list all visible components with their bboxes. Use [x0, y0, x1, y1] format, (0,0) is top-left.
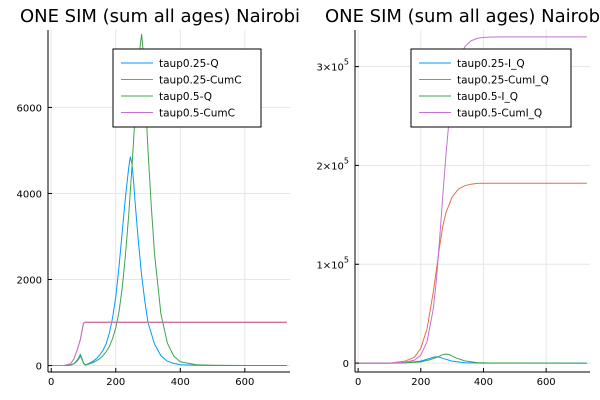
left-chart-legend: taup0.25-Q taup0.25-CumC taup0.5-Q taup0.5-… — [112, 48, 262, 128]
right-y-tick-label-exp-2: 5 — [344, 156, 349, 165]
right-y-tick-label-base-0: 0 — [343, 359, 349, 370]
right-y-tick-label-base-2: 2×10 — [316, 161, 343, 172]
left-y-tick-label-0: 0 — [36, 362, 42, 373]
left-x-tick-label-0: 0 — [48, 377, 54, 388]
left-y-tick-label-3: 6000 — [17, 103, 42, 114]
right-chart-axes — [354, 30, 590, 373]
right-y-tick-label-3: 3×105 — [316, 58, 349, 74]
right-y-tick-label-base-3: 3×10 — [316, 63, 343, 74]
right-series-line-2 — [358, 353, 587, 364]
left-chart-series-group — [51, 33, 287, 366]
left-legend-label-0: taup0.25-Q — [159, 58, 219, 70]
right-series-line-3 — [358, 36, 587, 364]
right-y-tick-label-1: 1×105 — [316, 255, 349, 271]
left-legend-label-2: taup0.5-Q — [159, 91, 212, 103]
right-legend-label-0: taup0.25-I_Q — [457, 58, 525, 70]
left-x-tick-label-3: 600 — [235, 377, 254, 388]
right-y-tick-label-exp-3: 5 — [344, 58, 349, 67]
right-y-tick-label-base-1: 1×10 — [316, 260, 343, 271]
right-x-tick-label-3: 600 — [537, 377, 556, 388]
right-chart-series-group — [358, 36, 587, 364]
right-y-tick-label-0: 0 — [343, 359, 349, 370]
right-chart-title: ONE SIM (sum all ages) Nairobi — [325, 6, 600, 27]
left-series-line-3 — [51, 321, 287, 366]
left-y-tick-label-2: 4000 — [17, 189, 42, 200]
left-x-tick-label-2: 400 — [171, 377, 190, 388]
left-series-line-2 — [51, 33, 287, 366]
left-legend-box — [112, 48, 262, 128]
right-legend-label-2: taup0.5-I_Q — [457, 91, 518, 103]
left-series-line-0 — [51, 156, 287, 366]
right-x-tick-label-2: 400 — [474, 377, 493, 388]
right-legend-box — [410, 48, 572, 128]
left-chart-panel: ONE SIM (sum all ages) Nairobi 0 200 400 60… — [17, 6, 301, 388]
left-legend-label-1: taup0.25-CumC — [159, 75, 242, 87]
right-series-line-1 — [358, 182, 587, 364]
right-legend-label-3: taup0.5-CumI_Q — [457, 108, 542, 120]
right-y-tick-label-2: 2×105 — [316, 156, 349, 172]
left-series-line-1 — [51, 322, 287, 366]
right-chart-legend: taup0.25-I_Q taup0.25-CumI_Q taup0.5-I_Qta… — [410, 48, 572, 128]
left-x-tick-label-1: 200 — [106, 377, 125, 388]
left-chart-axes — [47, 30, 290, 373]
right-x-tick-label-1: 200 — [411, 377, 430, 388]
left-legend-label-3: taup0.5-CumC — [159, 108, 235, 120]
right-chart-panel: ONE SIM (sum all ages) Nairobi 0 200 400 60… — [316, 6, 600, 388]
right-y-tick-label-exp-1: 5 — [344, 255, 349, 264]
right-x-tick-label-0: 0 — [355, 377, 361, 388]
left-y-tick-label-1: 2000 — [17, 276, 42, 287]
left-chart-title: ONE SIM (sum all ages) Nairobi — [20, 6, 300, 27]
right-legend-label-1: taup0.25-CumI_Q — [457, 75, 549, 87]
